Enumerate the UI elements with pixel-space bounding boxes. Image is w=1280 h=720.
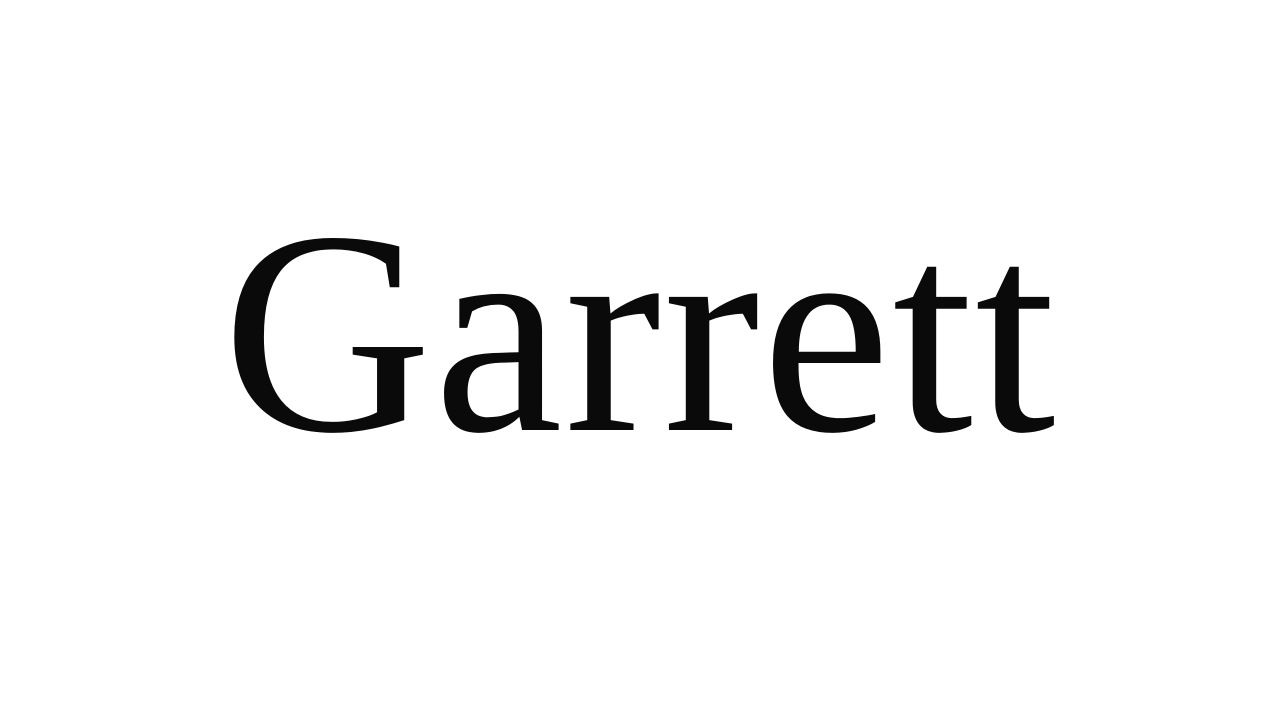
pronunciation-word: Garrett [222, 171, 1058, 493]
word-card: Garrett [222, 171, 1058, 493]
